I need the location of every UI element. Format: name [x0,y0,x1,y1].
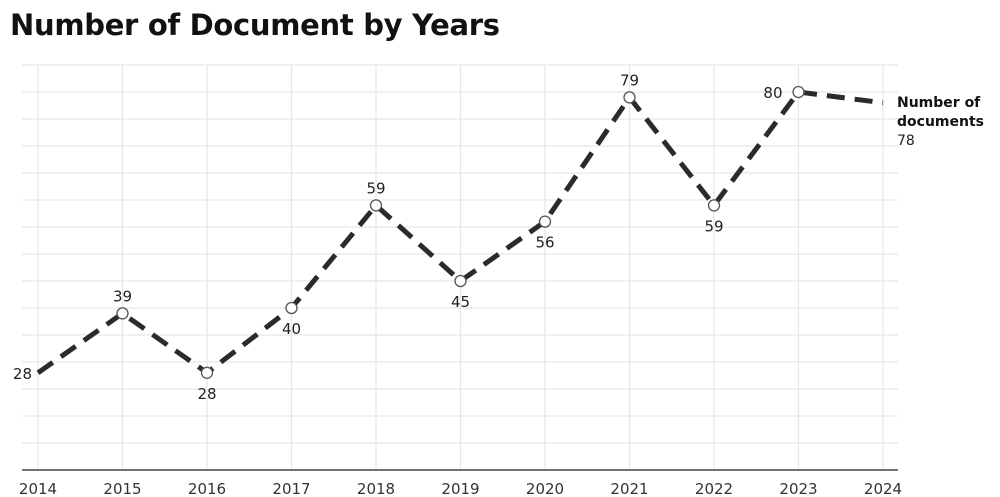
data-label: 45 [451,293,470,311]
data-point-marker [116,307,129,320]
data-label: 40 [282,320,301,338]
series-legend-label: Number of documents 78 [897,95,984,149]
series-line-number-of-documents [36,89,884,376]
grid [22,64,898,470]
x-tick-label: 2021 [610,480,648,497]
data-point-marker [285,301,298,315]
chart-title: Number of Document by Years [10,8,500,42]
data-label: 28 [13,365,32,383]
data-point-marker [792,85,805,99]
data-point-marker [707,199,721,212]
x-tick-label: 2014 [19,480,57,497]
data-markers [116,85,805,379]
data-point-marker [538,215,552,228]
data-labels: 28 39 28 40 59 45 56 79 59 80 [13,71,783,402]
data-label: 59 [366,179,385,197]
data-label: 59 [704,217,723,235]
x-tick-label: 2022 [695,480,733,497]
data-label: 80 [763,84,782,102]
x-tick-label: 2023 [779,480,817,497]
series-name-label: documents [897,114,984,130]
series-last-value-label: 78 [897,133,915,149]
x-tick-label: 2019 [441,480,479,497]
x-tick-label: 2020 [526,480,564,497]
x-tick-label: 2017 [272,480,310,497]
data-label: 28 [197,385,216,403]
data-point-marker [454,274,467,288]
x-tick-label: 2016 [188,480,226,497]
data-point-marker [623,91,636,104]
x-tick-label: 2015 [103,480,141,497]
x-tick-label: 2024 [864,480,902,497]
data-point-marker [200,366,214,379]
data-point-marker [369,199,383,212]
data-label: 79 [620,71,639,89]
series-name-label: Number of [897,95,981,111]
data-label: 39 [113,287,132,305]
x-tick-label: 2018 [357,480,395,497]
x-axis-ticks: 2014 2015 2016 2017 2018 2019 2020 2021 2022 2023… [19,480,902,497]
data-label: 56 [535,234,554,252]
